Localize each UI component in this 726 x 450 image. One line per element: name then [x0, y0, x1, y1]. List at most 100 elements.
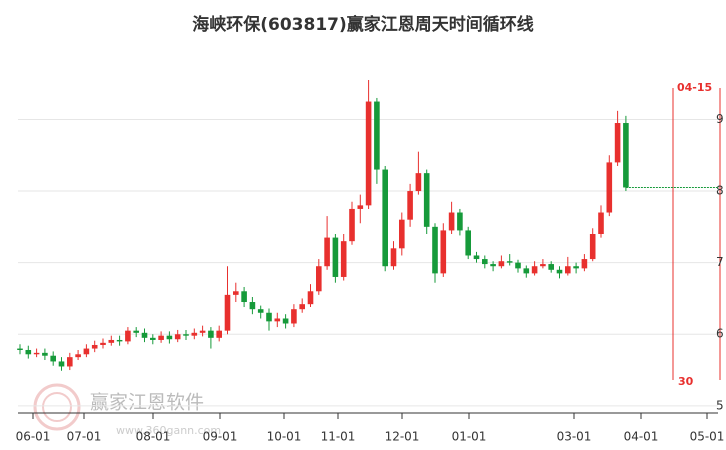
chart-title: 海峡环保(603817)赢家江恩周天时间循环线: [192, 14, 534, 35]
candle-body: [291, 309, 297, 324]
watermark-logo: [33, 383, 81, 431]
candle-body: [42, 352, 48, 356]
watermark: [33, 383, 81, 431]
candle-body: [374, 101, 380, 170]
candle-body: [191, 332, 198, 336]
candle-body: [17, 348, 23, 350]
candle-body: [614, 123, 621, 163]
x-tick-label: 03-01: [557, 430, 592, 444]
cycle-date-label: 04-15: [677, 81, 712, 94]
y-tick-label: 6: [716, 327, 724, 341]
candle-body: [166, 335, 173, 340]
candle-body: [174, 334, 181, 340]
candle-body: [216, 330, 222, 338]
candle-body: [598, 212, 604, 234]
candle-body: [133, 330, 139, 333]
candle-body: [349, 208, 355, 242]
candle-body: [498, 261, 505, 267]
candle-body: [365, 101, 372, 206]
candle-body: [415, 173, 422, 192]
x-tick-label: 04-01: [624, 430, 659, 444]
candle-body: [91, 344, 98, 349]
candle-body: [482, 259, 488, 265]
candle-body: [506, 261, 513, 263]
candle-body: [581, 259, 588, 269]
candle-body: [457, 212, 463, 231]
x-tick-label: 07-01: [67, 430, 102, 444]
candle-body: [208, 330, 214, 338]
candle-body: [399, 219, 405, 249]
y-tick-label: 8: [716, 184, 724, 198]
candle-body: [448, 212, 455, 231]
candle-body: [556, 269, 563, 274]
candle-body: [589, 234, 596, 260]
candle-body: [125, 330, 131, 342]
candle-body: [266, 312, 272, 322]
candle-body: [116, 339, 123, 342]
x-tick-label: 08-01: [136, 430, 171, 444]
x-tick-label: 09-01: [203, 430, 238, 444]
candle-body: [257, 309, 264, 313]
candle-body: [465, 230, 471, 256]
candle-body: [390, 248, 397, 267]
y-tick-label: 5: [716, 398, 724, 412]
candle-body: [332, 237, 339, 277]
candle-body: [141, 332, 148, 338]
candle-body: [523, 268, 530, 274]
candle-body: [548, 264, 554, 270]
x-tick-label: 10-01: [267, 430, 302, 444]
candle-body: [357, 205, 364, 209]
candle-body: [307, 291, 314, 305]
candle-body: [540, 264, 546, 267]
watermark-url: www.360gann.com: [116, 424, 221, 437]
candle-body: [473, 255, 480, 260]
candle-body: [565, 266, 571, 274]
x-tick-label: 01-01: [452, 430, 487, 444]
candle-body: [150, 337, 156, 340]
candle-body: [58, 361, 65, 367]
candle-body: [233, 291, 239, 295]
candle-body: [100, 342, 106, 345]
candle-body: [531, 266, 538, 274]
candle-body: [158, 335, 164, 340]
cycle-days-label: 30: [678, 375, 694, 388]
candle-body: [67, 357, 73, 367]
candle-body: [432, 226, 438, 274]
candle-body: [623, 123, 629, 188]
candle-body: [407, 191, 413, 220]
candle-body: [440, 230, 447, 274]
candle-body: [83, 348, 90, 355]
candle-body: [282, 318, 289, 324]
candle-body: [249, 302, 256, 310]
candle-body: [515, 262, 521, 269]
candle-body: [573, 266, 579, 269]
x-tick-label: 06-01: [16, 430, 51, 444]
candle-body: [316, 266, 322, 292]
candle-body: [25, 349, 32, 355]
candle-body: [241, 291, 247, 303]
candle-body: [299, 304, 305, 310]
candle-body: [340, 241, 347, 277]
candle-body: [33, 352, 40, 355]
candle-body: [183, 334, 189, 336]
candle-body: [50, 355, 56, 362]
candle-body: [423, 173, 430, 227]
watermark-brand: 赢家江恩软件: [90, 392, 204, 414]
candle-body: [606, 162, 613, 213]
candle-body: [108, 339, 115, 343]
candle-body: [490, 264, 496, 267]
x-tick-label: 11-01: [321, 430, 356, 444]
x-tick-label: 05-01: [690, 430, 725, 444]
candle-body: [382, 169, 388, 267]
x-tick-label: 12-01: [385, 430, 420, 444]
candle-body: [224, 294, 231, 331]
candle-body: [199, 330, 206, 333]
y-tick-label: 7: [716, 255, 724, 269]
watermark-logo-inner: [42, 392, 72, 422]
candle-body: [324, 237, 330, 267]
y-tick-label: 9: [716, 112, 724, 126]
candle-body: [274, 318, 281, 322]
candle-body: [75, 354, 81, 358]
